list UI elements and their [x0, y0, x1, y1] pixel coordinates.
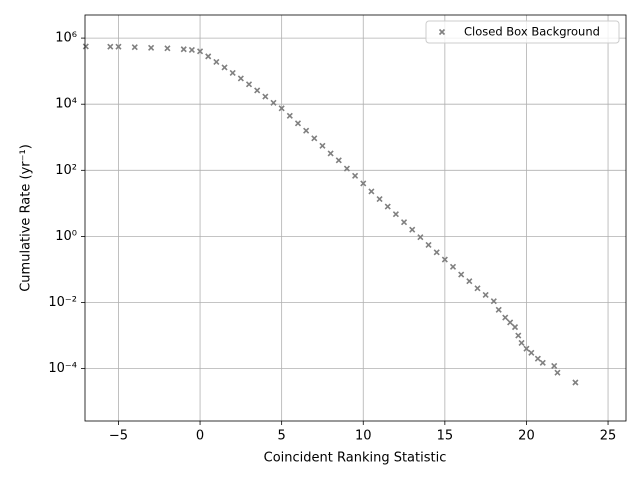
- point: [180, 46, 187, 53]
- point: [572, 379, 579, 386]
- y-tick-label: 10²: [55, 163, 77, 178]
- point: [400, 219, 408, 226]
- y-tick-label: 10⁶: [55, 31, 77, 46]
- point: [245, 81, 253, 88]
- x-axis-label: Coincident Ranking Statistic: [264, 451, 447, 466]
- point: [523, 345, 530, 352]
- x-tick-label: 15: [437, 429, 454, 444]
- point: [551, 362, 558, 370]
- point: [82, 43, 89, 50]
- point: [425, 241, 432, 249]
- point: [441, 256, 448, 263]
- x-tick-label: 10: [355, 429, 372, 444]
- point: [335, 157, 342, 164]
- legend-label: Closed Box Background: [464, 25, 600, 39]
- point: [515, 332, 522, 339]
- point: [482, 291, 489, 298]
- point: [148, 44, 155, 51]
- legend-box: [425, 20, 620, 44]
- y-tick-label: 10⁰: [55, 229, 77, 244]
- point: [417, 234, 424, 241]
- point: [458, 271, 465, 278]
- point: [507, 319, 514, 326]
- point: [539, 359, 546, 366]
- plot-frame: [84, 14, 627, 422]
- point: [343, 165, 350, 172]
- point: [164, 45, 171, 52]
- point: [188, 46, 195, 53]
- point: [262, 93, 269, 100]
- point: [327, 150, 334, 157]
- point: [392, 211, 399, 218]
- point: [368, 188, 375, 195]
- y-tick-label: 10⁻²: [48, 295, 77, 310]
- point: [278, 105, 285, 112]
- point: [384, 203, 391, 210]
- point: [490, 298, 497, 305]
- point: [360, 180, 367, 187]
- point: [502, 314, 509, 321]
- point: [294, 120, 302, 127]
- point: [229, 69, 236, 77]
- point: [270, 99, 277, 106]
- point: [319, 142, 326, 149]
- x-tick-label: 0: [196, 429, 204, 444]
- point: [213, 58, 220, 66]
- legend-marker: [438, 28, 446, 36]
- point: [495, 306, 502, 313]
- point: [254, 87, 261, 94]
- point: [433, 249, 440, 256]
- y-tick-label: 10⁴: [55, 97, 77, 112]
- point: [107, 43, 114, 50]
- point: [534, 355, 541, 362]
- x-tick-label: 5: [278, 429, 286, 444]
- point: [449, 263, 457, 270]
- point: [554, 369, 561, 376]
- point: [131, 44, 138, 51]
- point: [518, 339, 525, 346]
- point: [286, 112, 293, 119]
- point: [205, 53, 212, 60]
- point: [196, 48, 204, 55]
- point: [237, 75, 244, 82]
- point: [311, 135, 318, 142]
- point: [115, 43, 122, 50]
- x-tick-label: 25: [600, 429, 617, 444]
- y-axis-label: Cumulative Rate (yr⁻¹): [19, 144, 34, 292]
- point: [376, 195, 383, 203]
- point: [474, 285, 481, 292]
- point: [303, 127, 310, 134]
- point: [409, 226, 416, 233]
- x-tick-label: −5: [109, 429, 128, 444]
- point: [352, 172, 359, 179]
- point: [466, 278, 473, 285]
- point: [221, 64, 228, 71]
- x-tick-label: 20: [518, 429, 535, 444]
- y-tick-label: 10⁻⁴: [48, 361, 77, 376]
- point: [528, 349, 535, 356]
- point: [511, 324, 519, 331]
